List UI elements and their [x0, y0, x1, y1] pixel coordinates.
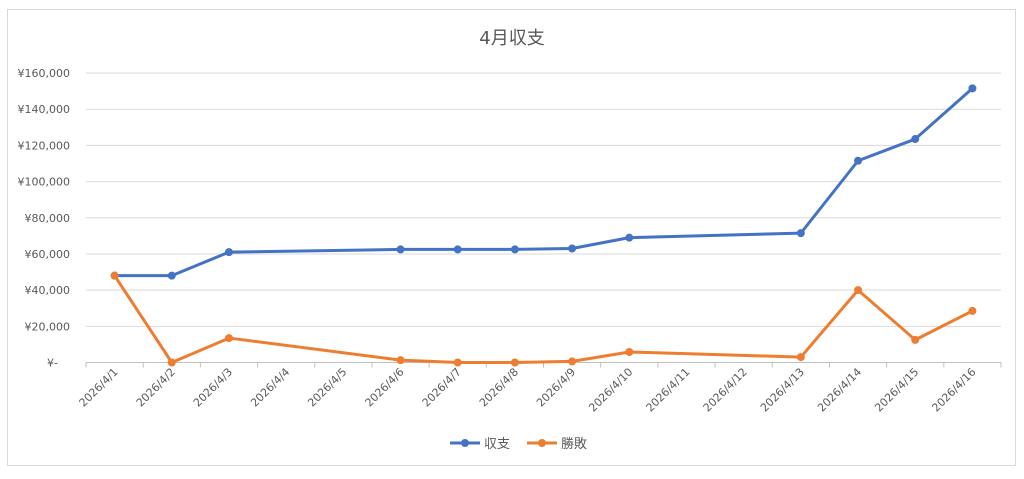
y-tick-label: ¥100,000: [18, 176, 71, 189]
data-point: [625, 348, 634, 357]
data-point: [854, 286, 863, 295]
data-point: [911, 135, 920, 144]
data-point: [224, 334, 233, 343]
chart-area: [7, 9, 1016, 466]
data-point: [167, 358, 176, 367]
data-point: [968, 84, 977, 93]
x-tick-label: 2026/4/16: [929, 365, 978, 414]
data-point: [796, 229, 805, 238]
legend-label: 収支: [484, 437, 510, 452]
x-tick-label: 2026/4/11: [644, 365, 693, 414]
y-tick-label: ¥-: [47, 357, 58, 370]
x-tick-label: 2026/4/10: [586, 365, 635, 414]
data-point: [396, 245, 405, 254]
data-point: [224, 248, 233, 257]
data-point: [854, 156, 863, 165]
x-tick-label: 2026/4/9: [534, 365, 578, 409]
y-tick-label: ¥160,000: [18, 67, 71, 80]
data-point: [167, 271, 176, 280]
x-tick-label: 2026/4/7: [420, 365, 464, 409]
data-point: [911, 335, 920, 344]
legend-marker-0: [461, 439, 469, 447]
legend-marker-1: [538, 439, 546, 447]
data-point: [568, 357, 577, 366]
x-tick-label: 2026/4/15: [872, 365, 921, 414]
x-tick-label: 2026/4/8: [477, 365, 521, 409]
y-tick-label: ¥20,000: [25, 320, 71, 333]
series-line-0: [114, 87, 974, 278]
data-point: [568, 244, 577, 253]
x-tick-label: 2026/4/13: [758, 365, 807, 414]
data-point: [625, 233, 634, 242]
series-line-1: [113, 274, 974, 364]
data-point: [510, 245, 519, 254]
y-tick-label: ¥80,000: [25, 212, 71, 225]
y-tick-label: ¥60,000: [25, 248, 71, 261]
legend-label: 勝敗: [561, 437, 587, 452]
y-tick-label: ¥40,000: [25, 284, 71, 297]
data-point: [510, 358, 519, 367]
x-tick-label: 2026/4/2: [134, 365, 178, 409]
data-point: [396, 356, 405, 365]
x-tick-label: 2026/4/3: [191, 365, 235, 409]
y-tick-label: ¥140,000: [18, 103, 71, 116]
y-tick-label: ¥120,000: [18, 139, 71, 152]
data-point: [453, 245, 462, 254]
x-tick-label: 2026/4/12: [701, 365, 750, 414]
data-point: [796, 353, 805, 362]
x-tick-label: 2026/4/4: [248, 365, 292, 409]
x-tick-label: 2026/4/1: [77, 365, 121, 409]
x-tick-label: 2026/4/14: [815, 365, 864, 414]
data-point: [968, 306, 977, 315]
data-point: [453, 358, 462, 367]
chart-title: 4月収支: [479, 28, 544, 49]
x-tick-label: 2026/4/6: [363, 365, 407, 409]
x-tick-label: 2026/4/5: [305, 365, 349, 409]
data-point: [110, 271, 119, 280]
